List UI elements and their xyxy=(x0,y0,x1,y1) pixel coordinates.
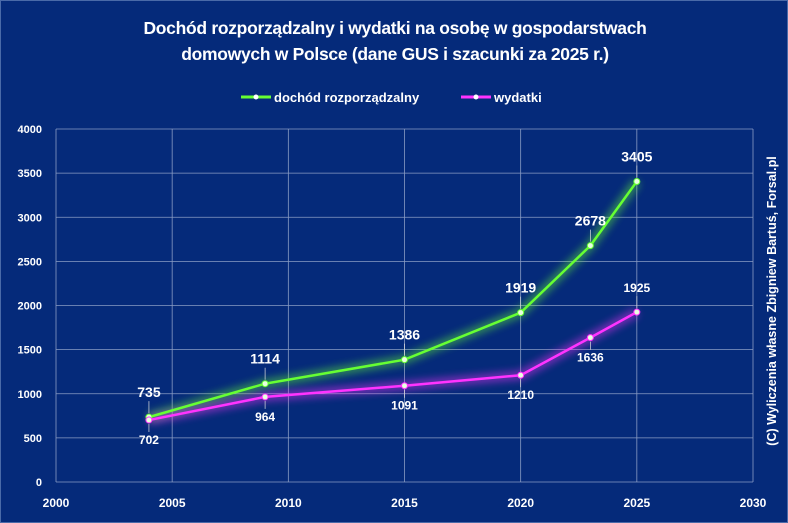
x-tick-label: 2025 xyxy=(623,496,650,510)
series-line-dochod xyxy=(148,180,638,419)
chart-title: Dochód rozporządzalny i wydatki na osobę… xyxy=(1,15,787,67)
data-point xyxy=(633,308,641,316)
data-label: 964 xyxy=(255,410,275,424)
data-label: 2678 xyxy=(575,213,606,229)
data-point xyxy=(586,242,594,250)
data-point xyxy=(633,178,641,186)
data-label: 1091 xyxy=(391,399,418,413)
data-point xyxy=(401,356,408,364)
data-label: 735 xyxy=(137,384,161,400)
copyright-annotation: (C) Wyliczenia własne Zbigniew Bartuś, F… xyxy=(765,156,779,445)
y-tick-label: 2000 xyxy=(18,301,42,313)
y-tick-label: 1000 xyxy=(18,389,42,401)
legend-marker xyxy=(473,94,479,100)
x-tick-label: 2005 xyxy=(159,496,186,510)
data-label: 3405 xyxy=(621,149,652,165)
series-line-wydatki xyxy=(148,311,638,422)
y-tick-label: 500 xyxy=(24,433,42,445)
chart-title-line-1: Dochód rozporządzalny i wydatki na osobę… xyxy=(143,18,647,38)
data-point xyxy=(586,334,594,342)
y-tick-label: 3000 xyxy=(18,212,42,224)
data-label: 1210 xyxy=(507,388,534,402)
y-tick-label: 2500 xyxy=(18,256,42,268)
data-label: 1919 xyxy=(505,280,536,296)
data-label: 702 xyxy=(139,433,159,447)
x-tick-label: 2000 xyxy=(43,496,70,510)
x-tick-label: 2015 xyxy=(391,496,418,510)
chart-title-line-2: domowych w Polsce (dane GUS i szacunki z… xyxy=(181,44,609,64)
y-tick-label: 4000 xyxy=(18,124,42,136)
legend-marker xyxy=(253,94,259,100)
data-label: 1636 xyxy=(577,351,604,365)
y-tick-label: 3500 xyxy=(18,168,42,180)
data-point xyxy=(261,393,269,401)
data-label: 1386 xyxy=(389,327,420,343)
x-tick-label: 2030 xyxy=(740,496,767,510)
data-label: 1925 xyxy=(623,281,650,295)
x-tick-label: 2010 xyxy=(275,496,302,510)
data-point xyxy=(261,380,269,388)
legend-label: dochód rozporządzalny xyxy=(274,90,420,105)
y-tick-label: 1500 xyxy=(18,345,42,357)
x-tick-label: 2020 xyxy=(507,496,534,510)
legend-label: wydatki xyxy=(493,90,542,105)
data-point xyxy=(145,416,153,424)
data-label: 1114 xyxy=(250,351,280,367)
data-point xyxy=(517,371,525,379)
y-tick-label: 0 xyxy=(36,477,42,489)
data-point xyxy=(401,382,408,390)
data-point xyxy=(517,309,525,317)
